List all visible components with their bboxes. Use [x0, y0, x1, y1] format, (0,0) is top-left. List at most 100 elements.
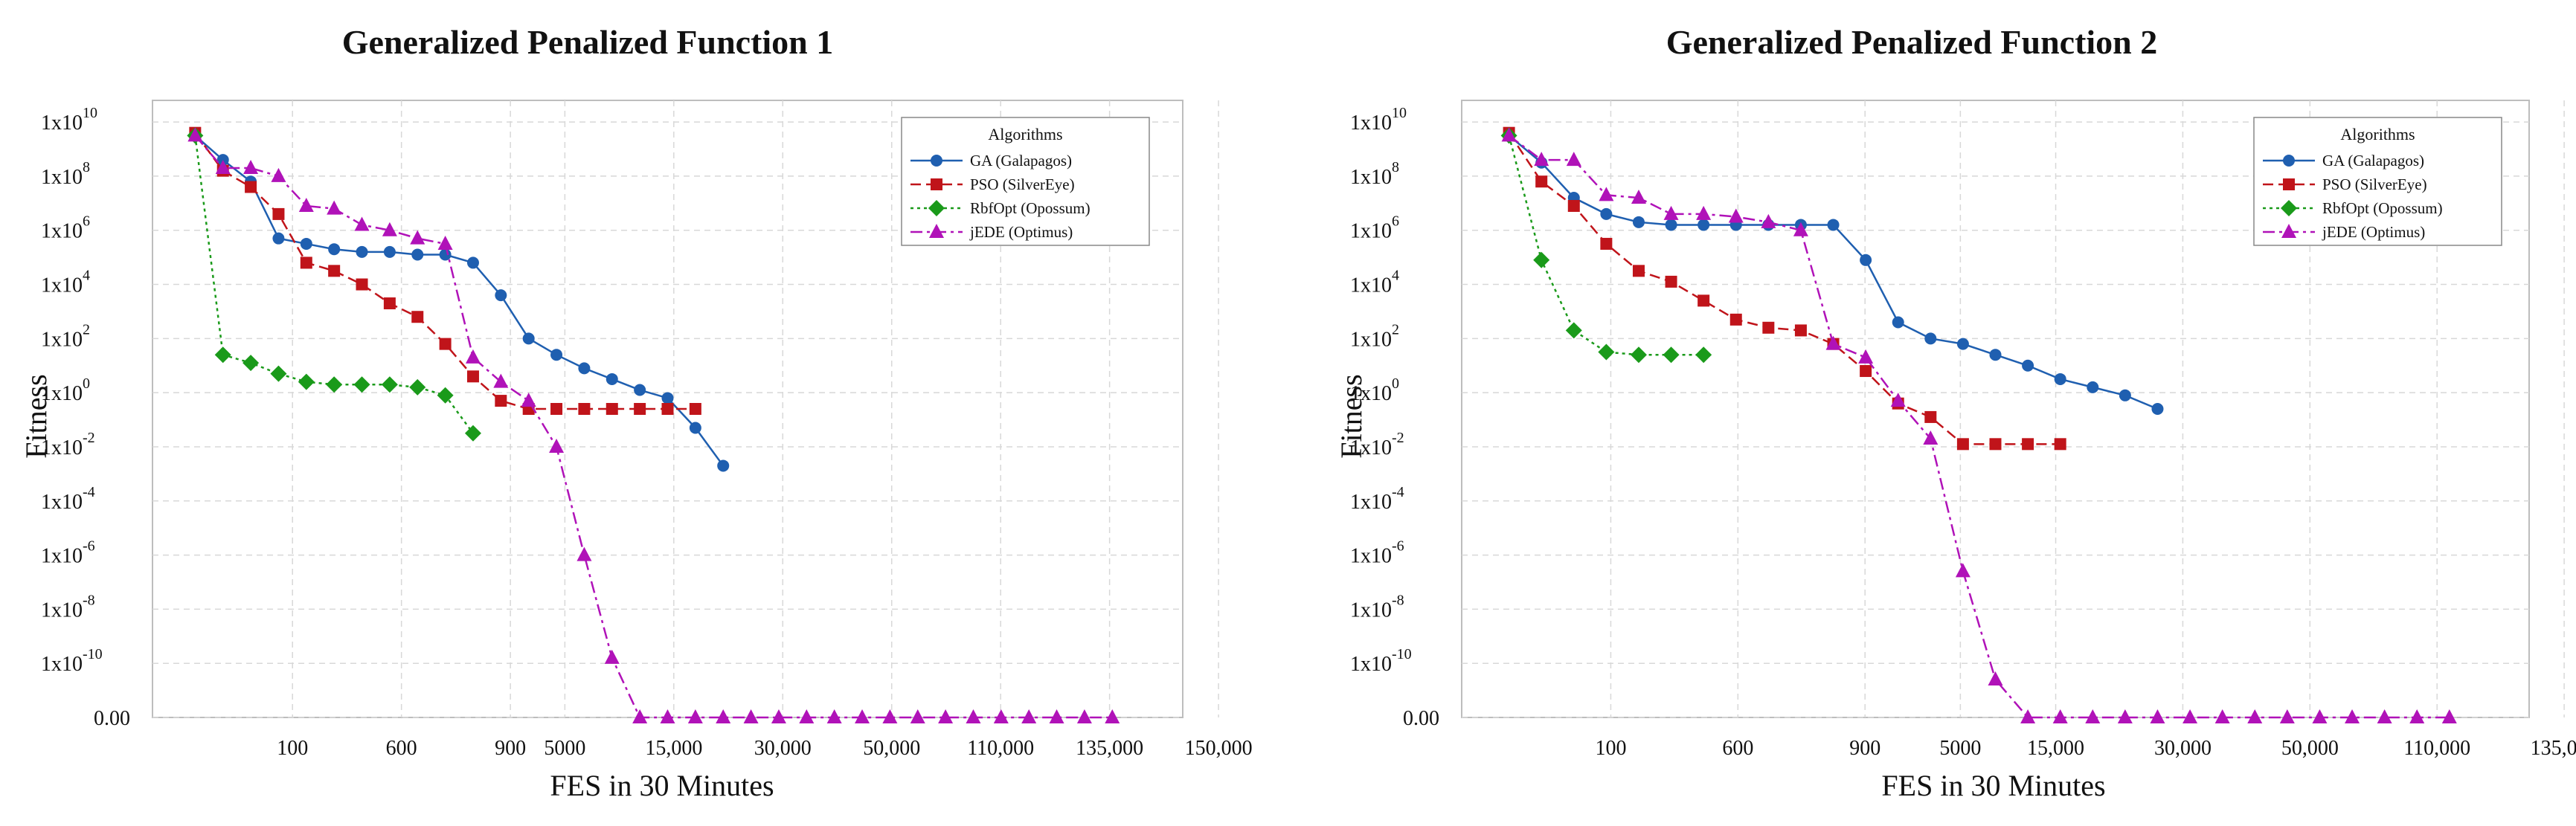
data-point-square	[1989, 438, 2002, 451]
data-point-triangle	[2312, 709, 2328, 723]
legend: Algorithms GA (Galapagos) PSO (SilverEye) R…	[901, 117, 1150, 246]
data-point-triangle	[993, 709, 1009, 723]
data-point-triangle	[1021, 709, 1037, 723]
data-point-triangle	[826, 709, 842, 723]
data-point-triangle	[2409, 709, 2425, 723]
data-point-triangle	[771, 709, 786, 723]
x-tick-label: 600	[1722, 737, 1753, 760]
data-point-diamond	[464, 425, 481, 442]
data-point-circle	[550, 349, 563, 361]
data-point-circle	[931, 155, 942, 167]
x-tick-label: 900	[495, 737, 526, 760]
data-point-square	[1665, 275, 1677, 288]
data-point-triangle	[576, 546, 592, 561]
y-tick-base: 1x10	[41, 328, 83, 351]
y-tick-base: 1x10	[41, 491, 83, 514]
x-tick-label: 15,000	[645, 737, 702, 760]
series-ga	[1503, 129, 2164, 415]
data-point-triangle	[2085, 709, 2101, 723]
y-tick-label: 0.00	[94, 707, 130, 730]
data-point-triangle	[743, 709, 759, 723]
data-point-square	[2022, 438, 2034, 451]
x-tick-label: 110,000	[967, 737, 1034, 760]
data-point-diamond	[381, 376, 398, 393]
data-point-diamond	[409, 378, 426, 396]
data-point-square	[1956, 438, 1969, 451]
y-tick-exponent: 4	[1392, 268, 1399, 284]
data-point-triangle	[1105, 709, 1120, 723]
chart-2: 1x10101x1081x1061x1041x1021x1001x10-21x1…	[1334, 23, 2576, 802]
data-point-square	[466, 370, 479, 383]
data-point-diamond	[1695, 346, 1712, 364]
x-tick-label: 100	[1595, 737, 1626, 760]
data-point-circle	[1600, 207, 1613, 220]
y-tick-exponent: 2	[83, 321, 90, 338]
data-point-square	[1697, 294, 1710, 307]
y-tick-label: 1x104	[1350, 268, 1399, 297]
y-tick-exponent: -10	[83, 646, 103, 662]
data-point-circle	[2022, 359, 2034, 372]
y-tick-exponent: 4	[83, 268, 90, 284]
y-tick-base: 1x10	[41, 598, 83, 622]
data-point-triangle	[2377, 709, 2392, 723]
data-point-square	[1762, 321, 1775, 334]
series-line	[194, 132, 696, 410]
data-point-square	[661, 403, 674, 415]
y-tick-exponent: 10	[83, 105, 97, 121]
data-point-circle	[1665, 219, 1677, 231]
y-tick-label: 1x106	[1350, 213, 1399, 243]
y-tick-base: 1x10	[1350, 112, 1392, 135]
data-point-square	[439, 338, 452, 350]
data-point-square	[1567, 199, 1580, 212]
legend-box	[901, 117, 1150, 246]
data-point-diamond	[2281, 200, 2297, 216]
y-tick-base: 0.00	[1403, 707, 1439, 730]
data-point-triangle	[2281, 224, 2296, 238]
y-tick-base: 1x10	[1350, 166, 1392, 189]
y-tick-base: 1x10	[41, 545, 83, 568]
legend-box	[2253, 117, 2502, 246]
legend-entry-label: PSO (SilverEye)	[2322, 175, 2427, 193]
legend-entry-label: RbfOpt (Opossum)	[970, 199, 1091, 217]
data-point-diamond	[270, 365, 287, 382]
legend-entry-label: GA (Galapagos)	[2322, 152, 2424, 170]
data-point-triangle	[493, 373, 509, 388]
x-tick-label: 50,000	[2281, 737, 2339, 760]
data-point-circle	[2119, 389, 2131, 401]
legend-entry-label: jEDE (Optimus)	[2322, 223, 2425, 241]
y-tick-exponent: 6	[83, 213, 90, 230]
data-point-circle	[439, 248, 452, 261]
y-tick-label: 1x102	[41, 321, 90, 351]
data-point-circle	[1827, 219, 1840, 231]
series-pso	[189, 126, 701, 415]
y-tick-exponent: -8	[83, 592, 95, 608]
x-tick-label: 135,000	[1076, 737, 1143, 760]
data-point-triangle	[1793, 222, 1808, 236]
y-axis-title: Fitness	[19, 374, 53, 458]
y-tick-exponent: 8	[83, 159, 90, 175]
x-tick-label: 135,000	[2531, 737, 2576, 760]
data-point-triangle	[410, 230, 425, 245]
data-point-triangle	[716, 709, 731, 723]
series-line	[194, 135, 1113, 719]
data-point-triangle	[2052, 709, 2068, 723]
data-point-square	[495, 395, 507, 407]
data-point-triangle	[687, 709, 703, 723]
data-point-triangle	[215, 160, 231, 175]
data-point-triangle	[1663, 205, 1679, 220]
data-point-circle	[1989, 349, 2002, 361]
y-tick-label: 1x10-4	[1350, 484, 1404, 514]
legend-entry-label: GA (Galapagos)	[970, 152, 1072, 170]
y-tick-exponent: -6	[1392, 538, 1404, 555]
data-point-triangle	[938, 709, 954, 723]
data-point-triangle	[1501, 127, 1517, 142]
data-point-triangle	[1728, 208, 1744, 223]
data-point-circle	[1697, 219, 1710, 231]
data-point-diamond	[1663, 346, 1680, 364]
data-point-triangle	[549, 438, 565, 453]
data-point-triangle	[465, 349, 481, 364]
legend-entry-label: jEDE (Optimus)	[969, 223, 1073, 241]
data-point-triangle	[1599, 187, 1614, 201]
y-tick-exponent: -8	[1392, 592, 1404, 608]
y-tick-label: 1x10-6	[41, 538, 95, 568]
